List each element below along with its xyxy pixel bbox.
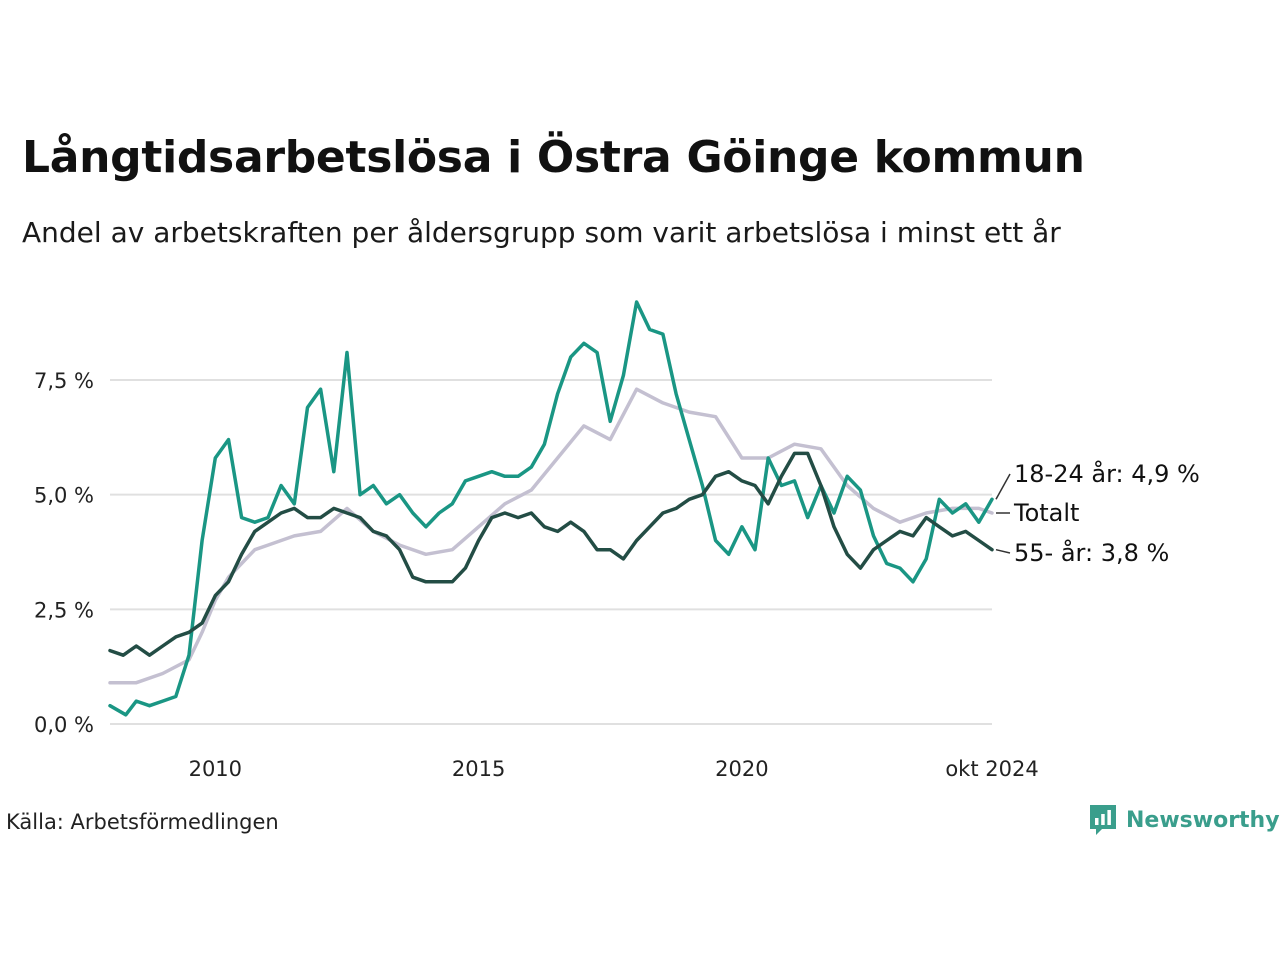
x-tick-label: 2015 bbox=[452, 757, 505, 781]
chart-title: Långtidsarbetslösa i Östra Göinge kommun bbox=[22, 132, 1085, 183]
x-tick-label: okt 2024 bbox=[945, 757, 1038, 781]
y-tick-label: 5,0 % bbox=[34, 484, 94, 508]
x-tick-label: 2020 bbox=[715, 757, 768, 781]
x-tick-label: 2010 bbox=[189, 757, 242, 781]
line-chart: 0,0 % 2,5 % 5,0 % 7,5 % 2010 2015 2020 okt 202… bbox=[34, 300, 1200, 781]
series-line-totalt bbox=[108, 387, 994, 685]
y-tick-label: 7,5 % bbox=[34, 369, 94, 393]
series-lines bbox=[108, 300, 994, 717]
x-axis: 2010 2015 2020 okt 2024 bbox=[189, 757, 1039, 781]
chart-subtitle: Andel av arbetskraften per åldersgrupp s… bbox=[22, 216, 1061, 249]
brand-logo: Newsworthy bbox=[1088, 803, 1280, 837]
label-leader-line bbox=[995, 473, 1011, 500]
series-end-labels: 18-24 år: 4,9 % Totalt 55- år: 3,8 % bbox=[995, 459, 1200, 567]
y-tick-label: 2,5 % bbox=[34, 598, 94, 622]
series-line-18-24-r bbox=[108, 300, 994, 717]
series-end-label: 18-24 år: 4,9 % bbox=[1014, 459, 1200, 488]
source-note: Källa: Arbetsförmedlingen bbox=[6, 810, 279, 834]
y-axis: 0,0 % 2,5 % 5,0 % 7,5 % bbox=[34, 369, 94, 737]
series-end-label: 55- år: 3,8 % bbox=[1014, 538, 1169, 567]
brand-name: Newsworthy bbox=[1126, 807, 1280, 833]
bar-chart-logo-icon bbox=[1090, 805, 1116, 835]
y-tick-label: 0,0 % bbox=[34, 713, 94, 737]
gridlines bbox=[110, 379, 992, 725]
series-end-label: Totalt bbox=[1013, 499, 1079, 527]
series-line-55-r bbox=[108, 451, 994, 657]
label-leader-line bbox=[995, 548, 1011, 554]
